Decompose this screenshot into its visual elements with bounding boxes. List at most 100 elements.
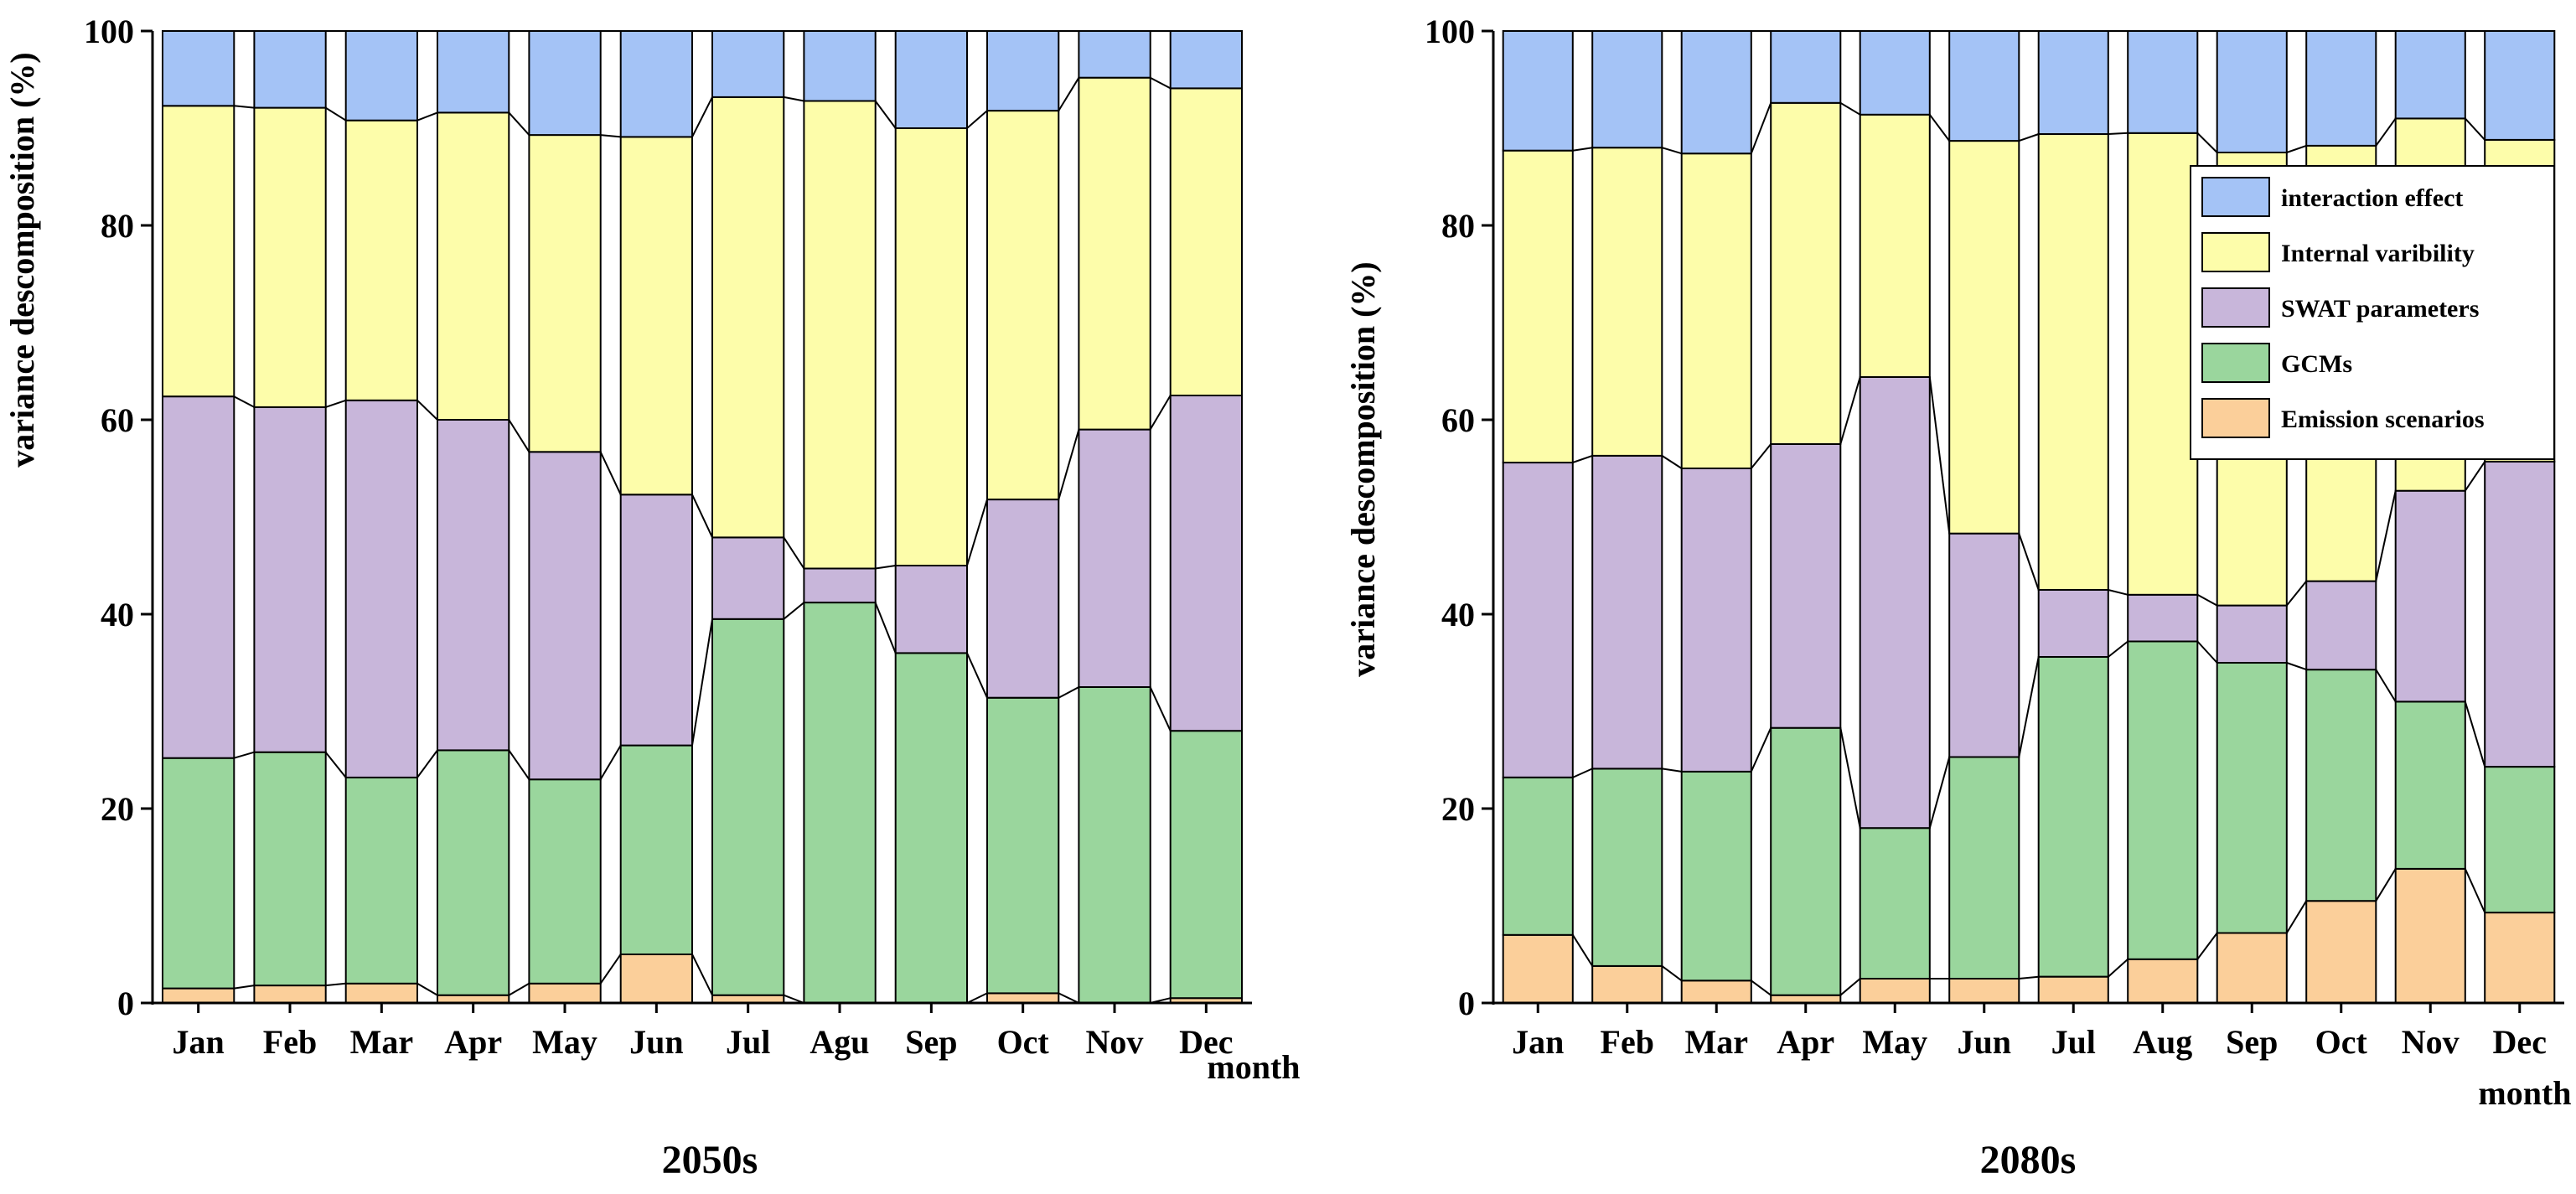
connector-line bbox=[966, 992, 988, 1004]
bar-segment-interaction-sep bbox=[2216, 30, 2288, 153]
y-axis-label-2050s: variance descomposition (%) bbox=[3, 52, 41, 468]
connector-line bbox=[966, 499, 988, 566]
connector-line bbox=[325, 982, 346, 987]
bar-segment-swat-jun bbox=[619, 494, 694, 747]
bar-segment-emission-mar bbox=[344, 982, 419, 1005]
bar-segment-interaction-dec bbox=[1169, 30, 1243, 90]
connector-line bbox=[2464, 461, 2486, 492]
bar-segment-interaction-jul bbox=[711, 30, 785, 98]
connector-line bbox=[1751, 443, 1772, 469]
connector-line bbox=[966, 110, 988, 129]
chart-panel-2050s: 0 20 40 60 80 100 Jan Feb Mar Apr May Jun Jul Agu Sep O… bbox=[3, 13, 1301, 1182]
y-tick-label: 20 bbox=[101, 790, 134, 828]
connectors-2080s bbox=[1571, 30, 2486, 996]
connector-line bbox=[416, 400, 438, 421]
bar-segment-internal-aug bbox=[2127, 132, 2199, 596]
connector-line bbox=[1058, 77, 1080, 111]
bar-segment-emission-dec bbox=[2484, 912, 2556, 1004]
bar-segment-internal-oct bbox=[986, 110, 1060, 501]
bar-segment-gcm-aug bbox=[2127, 640, 2199, 960]
bar-segment-interaction-jul bbox=[2037, 30, 2109, 135]
bar-segment-gcm-dec bbox=[1169, 730, 1243, 1000]
legend: interaction effect Internal varibility SWA… bbox=[2190, 165, 2555, 460]
connector-line bbox=[1661, 965, 1683, 982]
bar-segment-internal-apr bbox=[1770, 101, 1842, 446]
connector-line bbox=[2285, 900, 2308, 934]
bar-segment-swat-jul bbox=[2037, 589, 2109, 658]
y-tick-label: 80 bbox=[101, 207, 134, 245]
x-tick-label-jun: Jun bbox=[1958, 1023, 2012, 1061]
bar-segment-internal-dec bbox=[1169, 87, 1243, 397]
connector-line bbox=[234, 751, 255, 759]
bar-segment-swat-nov bbox=[1078, 428, 1151, 688]
legend-label-interaction: interaction effect bbox=[2281, 184, 2463, 212]
connector-line bbox=[234, 105, 255, 109]
connector-line bbox=[1058, 429, 1080, 500]
bar-segment-interaction-jan bbox=[162, 30, 235, 107]
y-tick-label: 60 bbox=[1441, 401, 1475, 439]
panel-title-2050s: 2050s bbox=[662, 1138, 758, 1182]
bar-segment-emission-jan bbox=[162, 987, 235, 1004]
bar-segment-gcm-apr bbox=[437, 749, 510, 996]
legend-swatch-emission bbox=[2201, 398, 2270, 438]
connector-line bbox=[2108, 589, 2129, 596]
connector-line bbox=[1750, 102, 1772, 154]
x-tick-label-nov: Nov bbox=[2402, 1023, 2460, 1061]
bar-segment-gcm-nov bbox=[2394, 700, 2466, 870]
connectors-2050s bbox=[233, 30, 1172, 1004]
connector-line bbox=[1928, 114, 1951, 142]
x-tick-label-dec: Dec bbox=[1179, 1023, 1233, 1061]
x-tick-label-jul: Jul bbox=[726, 1023, 770, 1061]
bar-segment-interaction-may bbox=[528, 30, 602, 137]
connector-line bbox=[2375, 490, 2397, 581]
x-tick-label-jul: Jul bbox=[2051, 1023, 2096, 1061]
bar-segment-emission-sep bbox=[2216, 932, 2288, 1004]
connector-line bbox=[2108, 959, 2129, 978]
connector-line bbox=[599, 954, 622, 985]
bar-segment-emission-oct bbox=[986, 992, 1060, 1005]
bar-segment-gcm-may bbox=[528, 778, 602, 985]
connector-line bbox=[508, 982, 530, 996]
connector-line bbox=[508, 419, 530, 452]
legend-swatch-swat bbox=[2201, 287, 2270, 328]
connector-line bbox=[1928, 376, 1951, 534]
bar-segment-swat-jan bbox=[1502, 462, 1574, 778]
bar-segment-gcm-oct bbox=[986, 696, 1060, 995]
connector-line bbox=[2196, 932, 2218, 960]
bar-segment-swat-sep bbox=[2216, 604, 2288, 664]
connector-line bbox=[325, 106, 347, 121]
bar-segment-gcm-mar bbox=[344, 776, 419, 985]
connector-line bbox=[1058, 992, 1079, 1004]
bar-segment-gcm-sep bbox=[894, 652, 968, 1005]
connector-line bbox=[416, 111, 438, 121]
bar-segment-gcm-apr bbox=[1770, 726, 1842, 996]
bar-segment-swat-mar bbox=[1680, 468, 1752, 773]
connector-line bbox=[1572, 454, 1593, 463]
connector-line bbox=[2465, 117, 2485, 141]
bar-segment-swat-apr bbox=[437, 419, 510, 752]
bar-segment-emission-may bbox=[528, 982, 602, 1005]
connector-line bbox=[1751, 979, 1772, 996]
y-tick-label: 100 bbox=[1425, 13, 1475, 50]
connector-line bbox=[2019, 975, 2039, 979]
bar-segment-swat-dec bbox=[1169, 395, 1243, 732]
connector-line bbox=[1149, 395, 1172, 431]
connector-line bbox=[2108, 640, 2129, 658]
bar-segment-interaction-oct bbox=[2305, 30, 2377, 147]
bar-segment-swat-agu bbox=[803, 567, 877, 604]
x-tick-label-nov: Nov bbox=[1086, 1023, 1144, 1061]
bar-segment-gcm-may bbox=[1859, 827, 1931, 980]
bar-segment-interaction-apr bbox=[437, 30, 510, 114]
legend-label-swat: SWAT parameters bbox=[2281, 295, 2479, 323]
bar-segment-interaction-feb bbox=[1591, 30, 1663, 149]
bar-segment-internal-mar bbox=[1680, 152, 1752, 469]
connector-line bbox=[2018, 133, 2040, 142]
x-tick-label-jan: Jan bbox=[173, 1023, 225, 1061]
legend-label-emission: Emission scenarios bbox=[2281, 406, 2485, 433]
connector-line bbox=[2375, 117, 2397, 147]
connector-line bbox=[1572, 147, 1593, 152]
bar-segment-swat-dec bbox=[2484, 460, 2556, 768]
bar-segment-gcm-feb bbox=[1591, 768, 1663, 967]
bar-segment-interaction-mar bbox=[344, 30, 419, 121]
connector-line bbox=[1150, 76, 1172, 90]
